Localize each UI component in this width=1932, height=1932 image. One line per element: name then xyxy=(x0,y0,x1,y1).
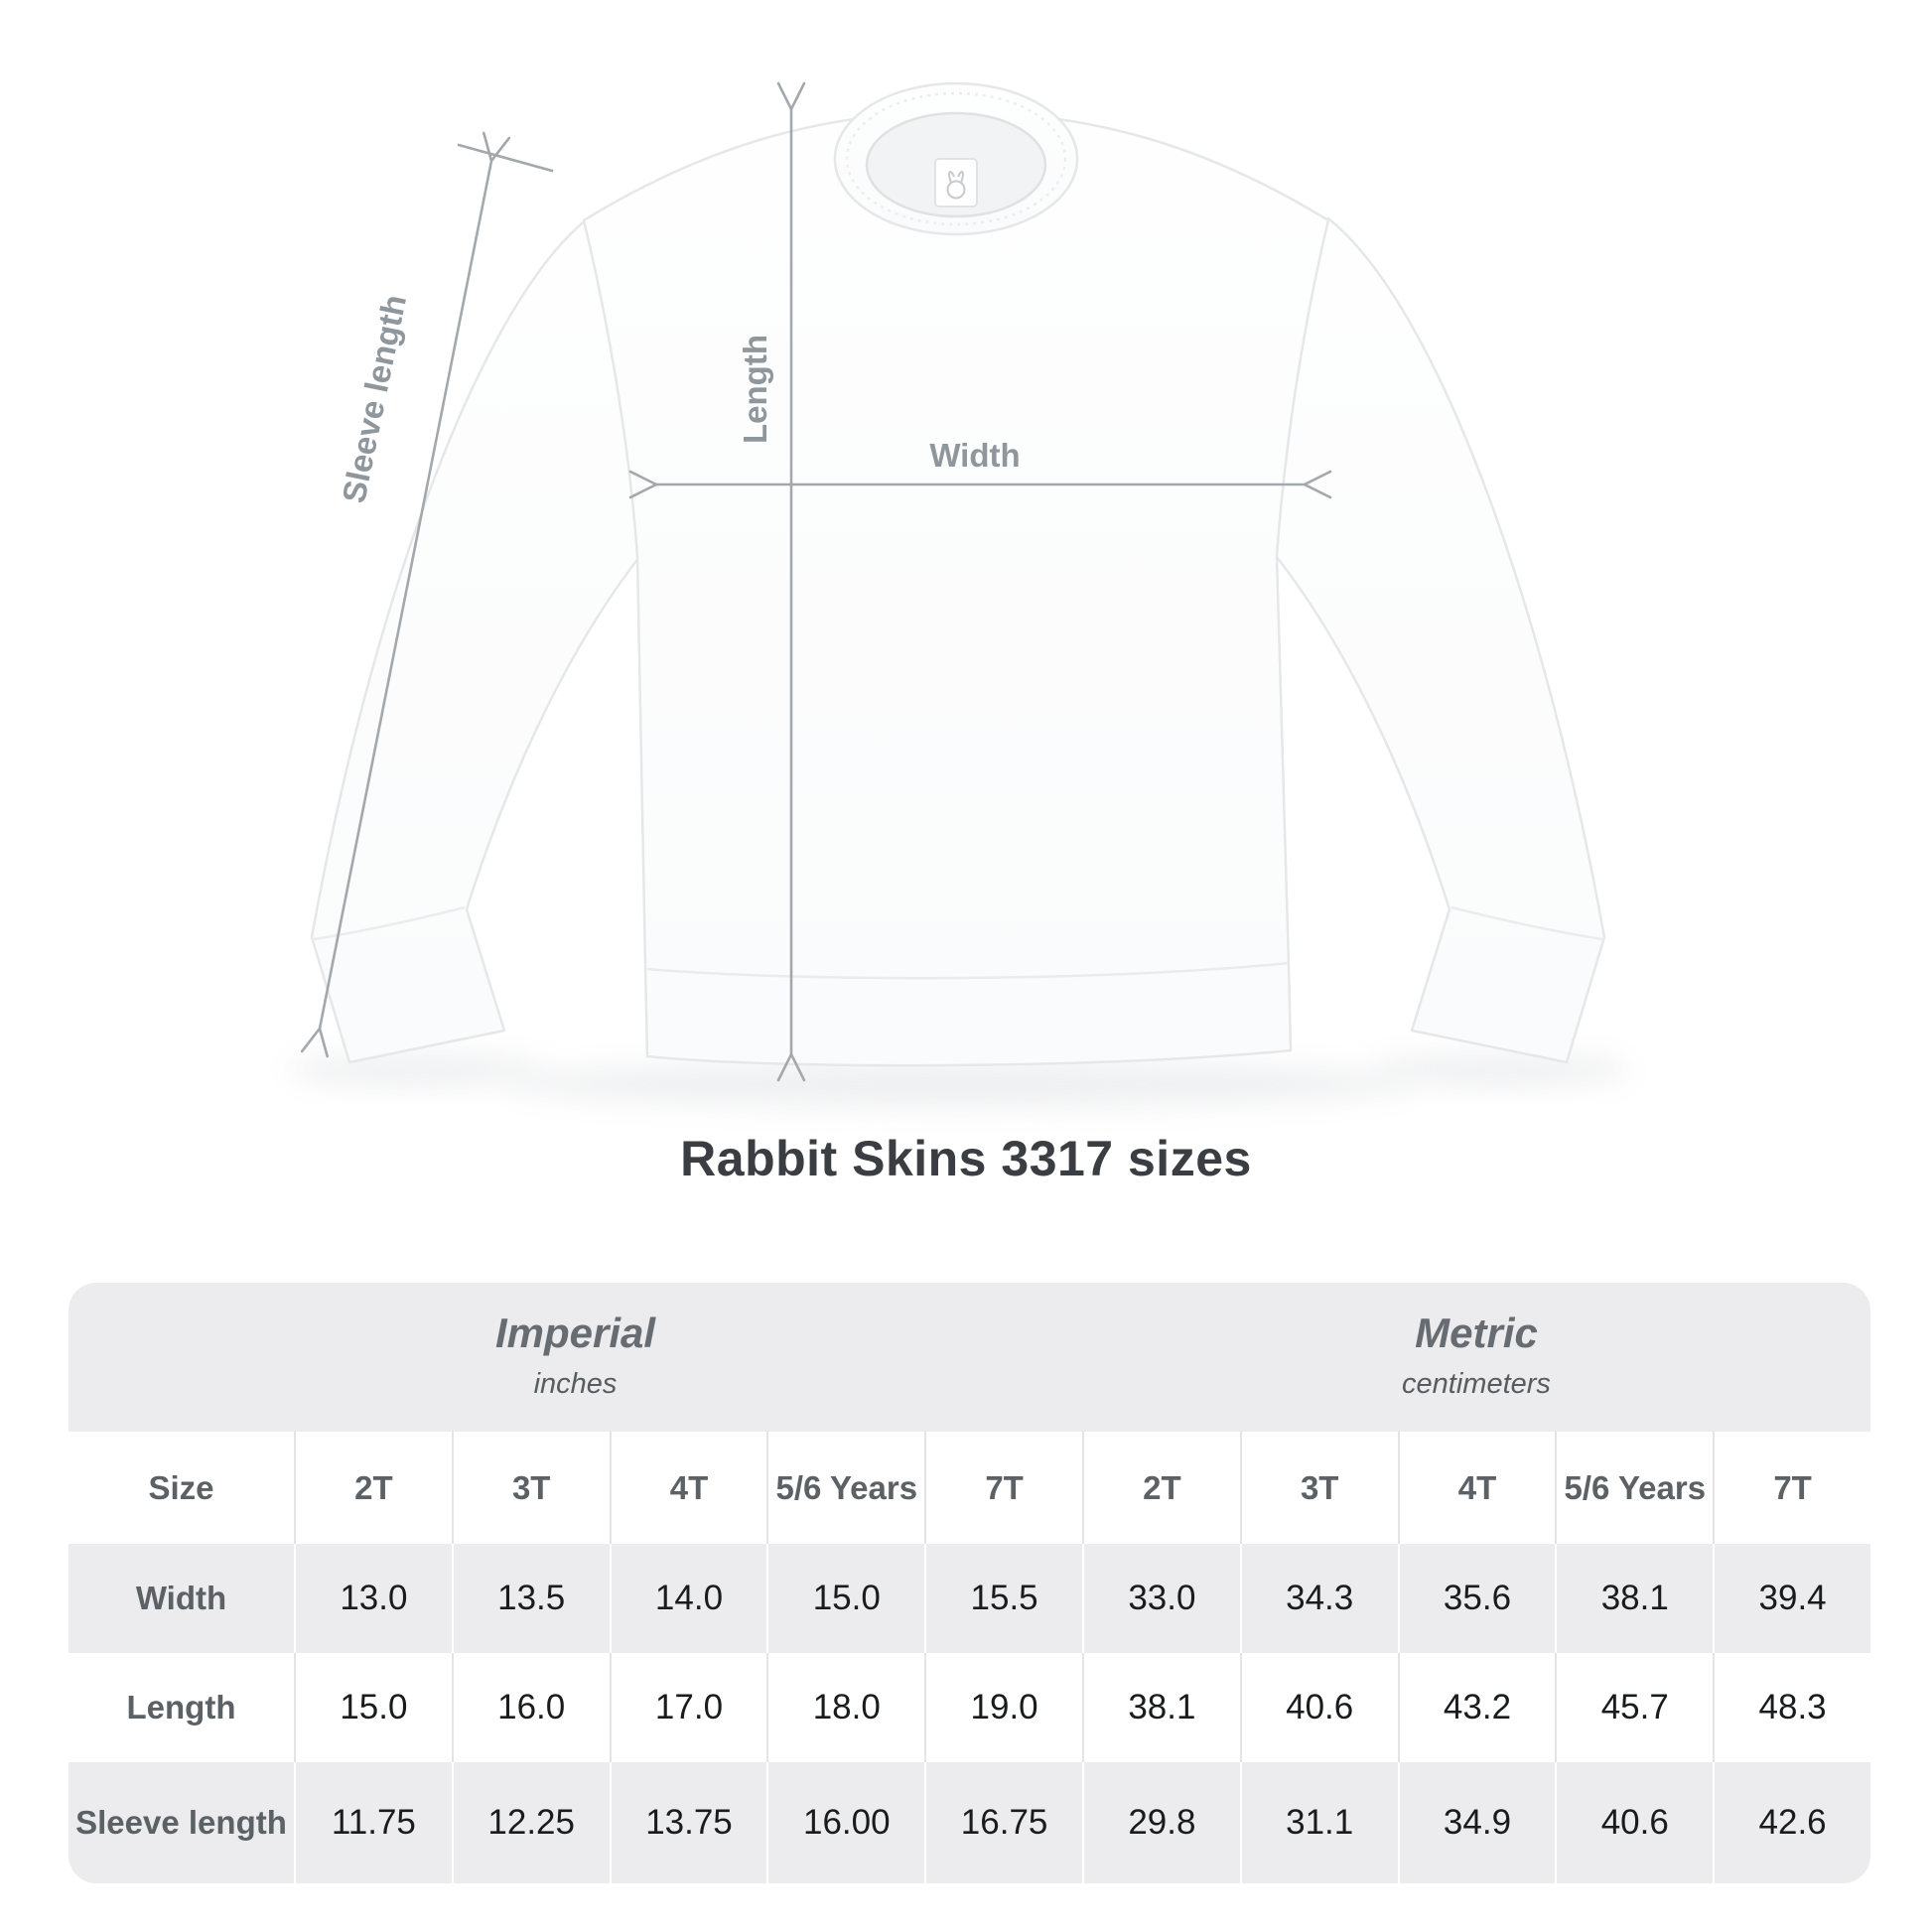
column-header: 2T xyxy=(1082,1432,1240,1544)
unit-group-metric: Metric centimeters xyxy=(1082,1283,1870,1432)
value-cell: 15.0 xyxy=(766,1544,925,1653)
right-sleeve xyxy=(1271,216,1606,1064)
column-header: 5/6 Years xyxy=(1555,1432,1714,1544)
size-table: Imperial inches Metric centimeters Size 2… xyxy=(69,1283,1870,1883)
value-cell: 40.6 xyxy=(1555,1762,1714,1883)
value-cell: 13.5 xyxy=(451,1544,610,1653)
row-label: Width xyxy=(69,1544,294,1653)
value-cell: 15.5 xyxy=(924,1544,1082,1653)
column-header: 7T xyxy=(1713,1432,1870,1544)
hem-seam xyxy=(646,961,1290,980)
unit-group-imperial: Imperial inches xyxy=(69,1283,1082,1432)
column-header: 5/6 Years xyxy=(766,1432,925,1544)
value-cell: 42.6 xyxy=(1713,1762,1870,1883)
value-cell: 16.75 xyxy=(924,1762,1082,1883)
imperial-unit: inches xyxy=(533,1368,618,1400)
value-cell: 33.0 xyxy=(1082,1544,1240,1653)
length-label: Length xyxy=(737,335,773,444)
sleeve-length-label: Sleeve length xyxy=(335,292,413,506)
value-cell: 14.0 xyxy=(609,1544,767,1653)
size-header: Size xyxy=(69,1432,294,1544)
row-label: Sleeve length xyxy=(69,1762,294,1883)
column-header: 4T xyxy=(609,1432,767,1544)
column-header: 3T xyxy=(451,1432,610,1544)
value-cell: 12.25 xyxy=(451,1762,610,1883)
metric-unit: centimeters xyxy=(1402,1368,1551,1400)
row-label: Length xyxy=(69,1653,294,1762)
value-cell: 18.0 xyxy=(766,1653,925,1762)
neck-tag xyxy=(934,158,978,207)
value-cell: 16.0 xyxy=(451,1653,610,1762)
value-cell: 48.3 xyxy=(1713,1653,1870,1762)
value-cell: 35.6 xyxy=(1397,1544,1556,1653)
size-grid: Size 2T 3T 4T 5/6 Years 7T 2T 3T 4T 5/6 Years 7T Wi… xyxy=(69,1432,1870,1883)
page-title: Rabbit Skins 3317 sizes xyxy=(680,1131,1252,1186)
sleeve-length-end-tick xyxy=(457,143,554,173)
column-header: 7T xyxy=(924,1432,1082,1544)
value-cell: 45.7 xyxy=(1555,1653,1714,1762)
value-cell: 31.1 xyxy=(1239,1762,1398,1883)
imperial-title: Imperial xyxy=(494,1310,656,1356)
sweatshirt-illustration xyxy=(310,81,1606,1067)
collar-stitch xyxy=(845,91,1067,226)
metric-title: Metric xyxy=(1415,1310,1538,1356)
column-header: 3T xyxy=(1239,1432,1398,1544)
value-cell: 16.00 xyxy=(766,1762,925,1883)
column-header: 4T xyxy=(1397,1432,1556,1544)
value-cell: 11.75 xyxy=(294,1762,452,1883)
body-panel xyxy=(582,109,1330,1067)
value-cell: 13.75 xyxy=(609,1762,767,1883)
value-cell: 38.1 xyxy=(1555,1544,1714,1653)
value-cell: 34.9 xyxy=(1397,1762,1556,1883)
value-cell: 34.3 xyxy=(1239,1544,1398,1653)
value-cell: 43.2 xyxy=(1397,1653,1556,1762)
value-cell: 29.8 xyxy=(1082,1762,1240,1883)
left-sleeve xyxy=(310,216,645,1064)
sweatshirt-measurement-diagram: Sleeve length Length Width xyxy=(288,81,1630,1108)
width-label: Width xyxy=(929,437,1020,474)
unit-group-band: Imperial inches Metric centimeters xyxy=(69,1283,1870,1432)
measurement-annotations xyxy=(300,81,1332,1082)
value-cell: 17.0 xyxy=(609,1653,767,1762)
value-cell: 38.1 xyxy=(1082,1653,1240,1762)
rabbit-logo-icon xyxy=(946,171,966,200)
column-header: 2T xyxy=(294,1432,452,1544)
sleeve-length-arrow xyxy=(300,131,511,1058)
value-cell: 40.6 xyxy=(1239,1653,1398,1762)
value-cell: 15.0 xyxy=(294,1653,452,1762)
value-cell: 19.0 xyxy=(924,1653,1082,1762)
value-cell: 13.0 xyxy=(294,1544,452,1653)
value-cell: 39.4 xyxy=(1713,1544,1870,1653)
